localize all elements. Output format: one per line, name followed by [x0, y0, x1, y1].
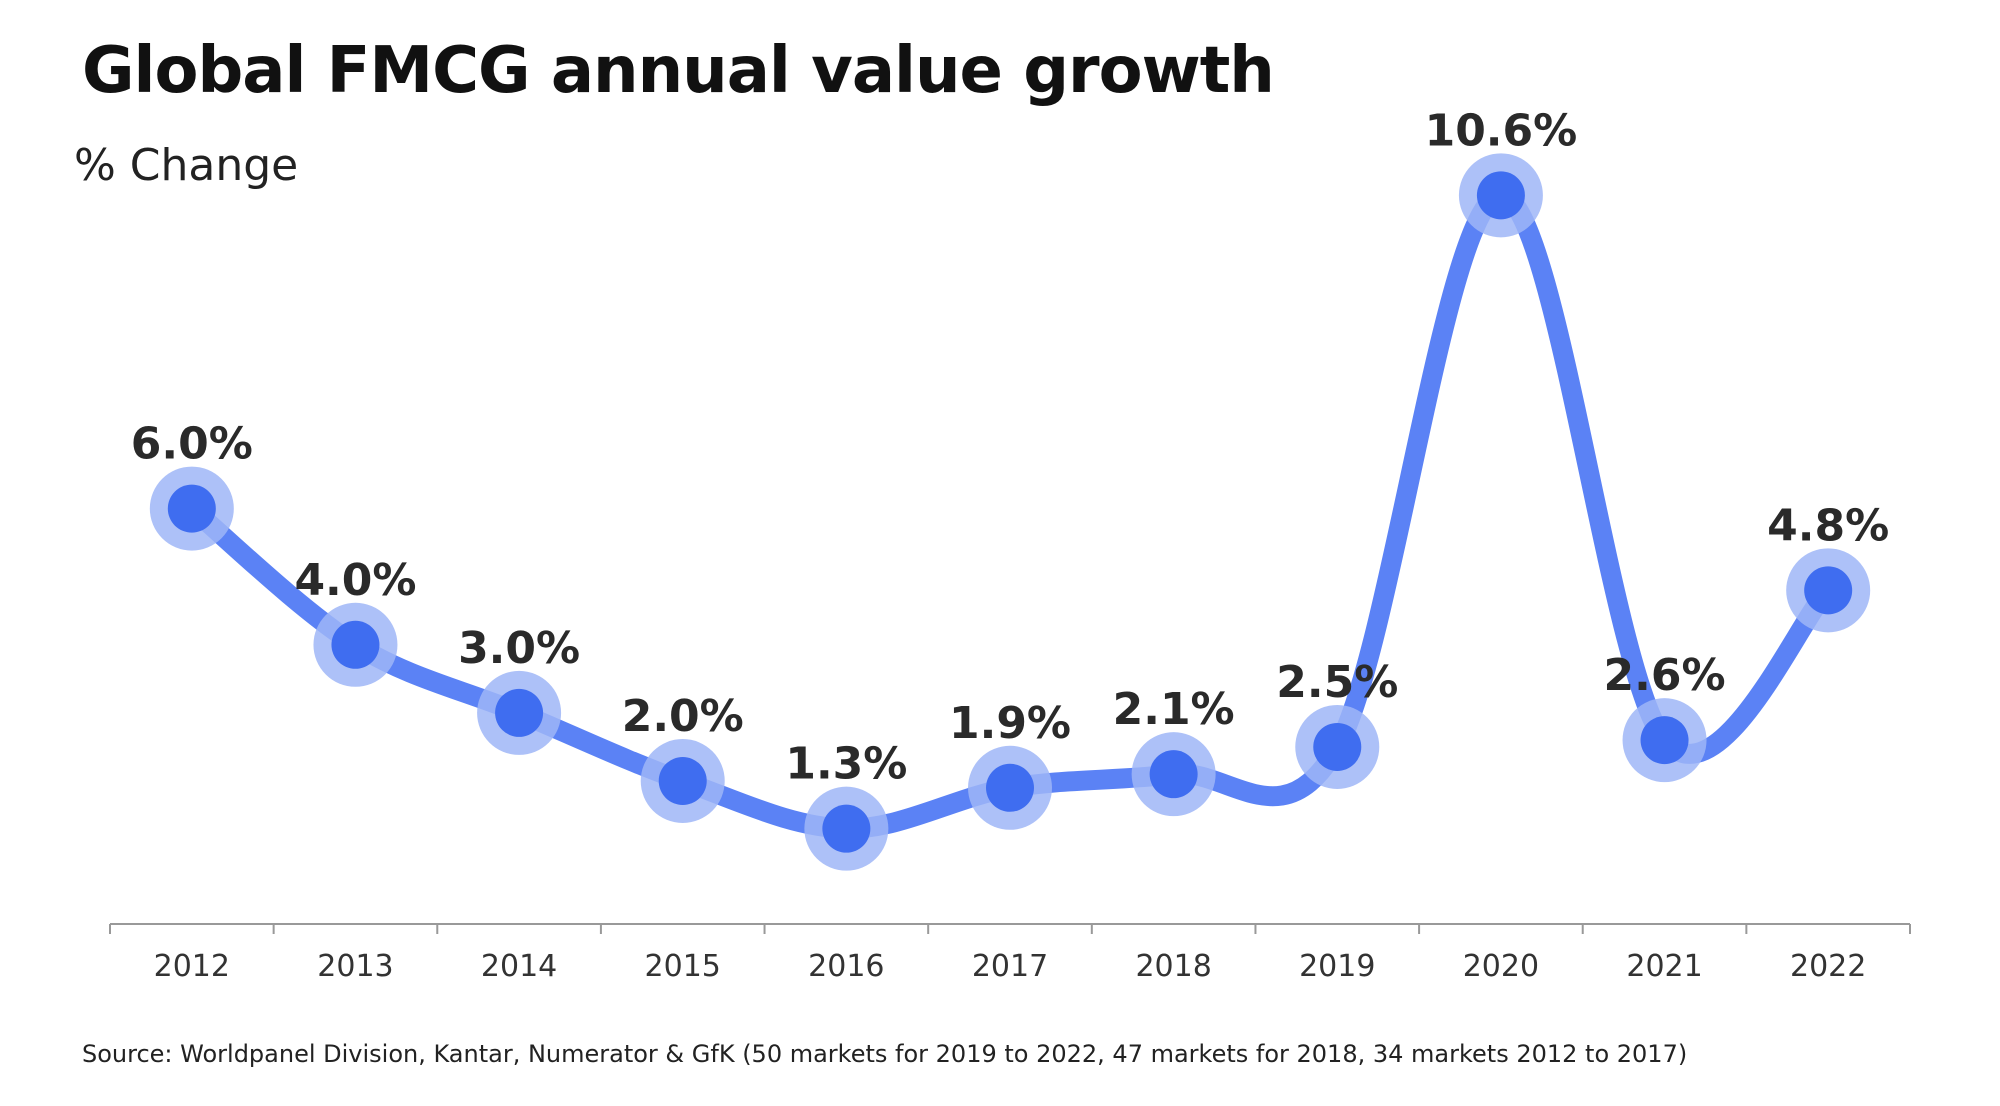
data-point-marker [986, 763, 1034, 812]
series-points [149, 153, 1871, 871]
x-tick-label-2013: 2013 [317, 949, 393, 984]
x-tick-label-2017: 2017 [972, 949, 1048, 984]
data-point-marker [1804, 566, 1853, 615]
data-point-2020 [1458, 153, 1543, 238]
data-point-2012 [149, 466, 234, 551]
data-point-marker [822, 804, 871, 853]
x-tick-label-2022: 2022 [1790, 949, 1866, 984]
data-point-marker [1313, 722, 1362, 771]
source-note: Source: Worldpanel Division, Kantar, Num… [82, 1040, 1688, 1068]
chart-subtitle: % Change [74, 140, 299, 191]
data-label-2016: 1.3% [785, 739, 907, 790]
data-label-2017: 1.9% [949, 698, 1071, 749]
x-tick-label-2016: 2016 [808, 949, 884, 984]
data-labels: 6.0% 4.0% 3.0% 2.0% 1.3% 1.9% 2.1% 2.5% 10.6% 2.6… [131, 105, 1889, 789]
x-tick-label-2021: 2021 [1626, 949, 1702, 984]
x-axis-ticks [109, 924, 1911, 934]
data-point-marker [495, 688, 544, 737]
data-point-marker [167, 484, 216, 533]
data-label-2020: 10.6% [1425, 105, 1578, 156]
x-tick-label-2012: 2012 [154, 949, 230, 984]
data-point-marker [1476, 171, 1525, 220]
x-tick-label-2020: 2020 [1463, 949, 1539, 984]
data-label-2014: 3.0% [458, 623, 580, 674]
x-tick-label-2015: 2015 [645, 949, 721, 984]
data-label-2022: 4.8% [1767, 500, 1889, 551]
data-label-2021: 2.6% [1604, 650, 1726, 701]
chart-title: Global FMCG annual value growth [82, 34, 1275, 108]
x-tick-labels: 2012 2013 2014 2015 2016 2017 2018 2019 2020 2021… [154, 949, 1867, 984]
data-point-2014 [477, 670, 562, 755]
data-point-2018 [1131, 732, 1216, 817]
x-tick-label-2018: 2018 [1135, 949, 1211, 984]
data-point-2013 [313, 602, 398, 687]
data-point-marker [331, 620, 380, 669]
x-tick-label-2019: 2019 [1299, 949, 1375, 984]
data-point-2022 [1786, 548, 1871, 633]
x-tick-label-2014: 2014 [481, 949, 557, 984]
data-point-2021 [1622, 698, 1707, 783]
data-point-2017 [968, 745, 1052, 830]
data-label-2012: 6.0% [131, 419, 253, 470]
data-point-2016 [804, 786, 889, 871]
data-point-2015 [640, 738, 725, 823]
data-label-2019: 2.5% [1276, 657, 1398, 708]
data-point-marker [658, 756, 707, 805]
data-label-2015: 2.0% [622, 691, 744, 742]
data-point-2019 [1295, 704, 1380, 789]
data-label-2018: 2.1% [1113, 684, 1235, 735]
data-point-marker [1640, 716, 1689, 765]
data-label-2013: 4.0% [294, 555, 416, 606]
data-point-marker [1149, 750, 1198, 799]
